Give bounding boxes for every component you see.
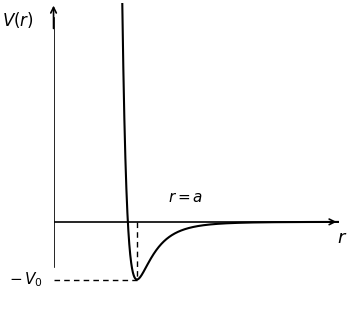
- Text: $r$: $r$: [337, 229, 347, 247]
- Text: $r = a$: $r = a$: [168, 191, 203, 205]
- Text: $V(r)$: $V(r)$: [2, 10, 34, 30]
- Text: $-\,V_0$: $-\,V_0$: [9, 270, 43, 289]
